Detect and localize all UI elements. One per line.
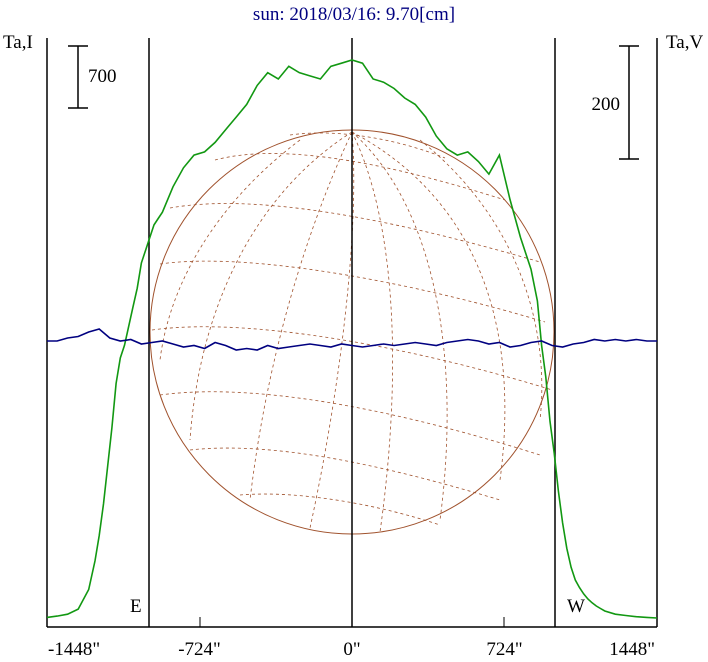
right-scale-bar [619, 45, 639, 160]
longitude-line [351, 131, 448, 521]
chart-title: sun: 2018/03/16: 9.70[cm] [253, 4, 455, 25]
latitude-line [159, 391, 541, 456]
longitude-line [159, 139, 301, 361]
right-scale-label: 200 [592, 94, 621, 115]
x-tick-label: -724" [178, 639, 221, 660]
x-tick-label: 1448" [609, 639, 655, 660]
left-scale-bar [68, 45, 88, 109]
latitude-line [189, 447, 501, 501]
latitude-line [239, 493, 441, 526]
west-limb-label: W [567, 596, 585, 617]
latitude-line [289, 132, 446, 159]
right-axis-label: Ta,V [666, 32, 703, 53]
latitude-line [214, 153, 506, 201]
x-tick-label: 0" [343, 639, 360, 660]
latitude-line [159, 260, 546, 323]
x-tick-marks [46, 617, 658, 627]
east-limb-label: E [130, 596, 142, 617]
polarization-series-line [47, 328, 657, 351]
x-tick-labels: -1448" -724" 0" 724" 1448" [48, 639, 655, 660]
x-tick-label: 724" [486, 639, 522, 660]
longitude-line [351, 131, 394, 533]
intensity-series-line [46, 59, 658, 619]
longitude-line [309, 131, 355, 529]
longitude-line [189, 131, 353, 441]
longitude-line [351, 131, 506, 481]
longitude-line [419, 139, 543, 421]
longitude-line [249, 131, 353, 501]
x-tick-label: -1448" [48, 639, 100, 660]
left-axis-label: Ta,I [3, 32, 33, 53]
left-scale-label: 700 [88, 66, 117, 87]
